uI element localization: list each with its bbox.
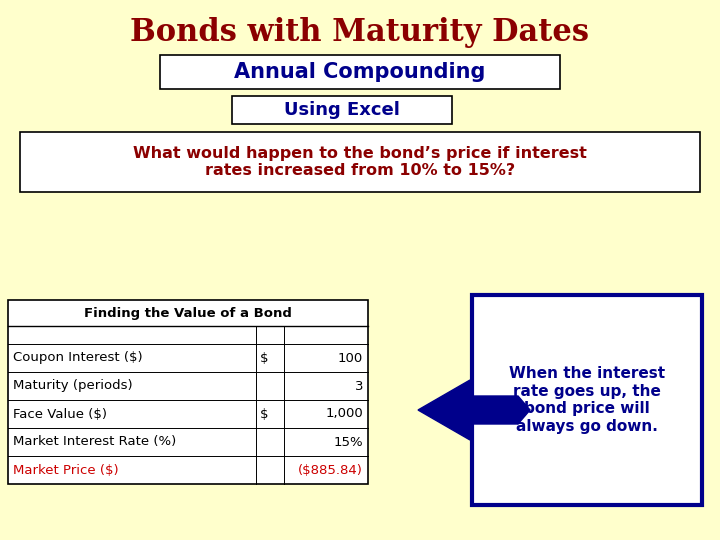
Text: $: $ bbox=[260, 352, 269, 365]
Text: Market Price ($): Market Price ($) bbox=[13, 463, 119, 476]
Text: 100: 100 bbox=[338, 352, 363, 365]
Text: $: $ bbox=[260, 408, 269, 421]
Text: What would happen to the bond’s price if interest
rates increased from 10% to 15: What would happen to the bond’s price if… bbox=[133, 146, 587, 178]
FancyBboxPatch shape bbox=[232, 96, 452, 124]
Text: 1,000: 1,000 bbox=[325, 408, 363, 421]
Text: Bonds with Maturity Dates: Bonds with Maturity Dates bbox=[130, 17, 590, 48]
Text: Market Interest Rate (%): Market Interest Rate (%) bbox=[13, 435, 176, 449]
Text: When the interest
rate goes up, the
bond price will
always go down.: When the interest rate goes up, the bond… bbox=[509, 367, 665, 434]
Bar bbox=[8, 300, 368, 484]
Text: Annual Compounding: Annual Compounding bbox=[234, 62, 486, 82]
Text: Maturity (periods): Maturity (periods) bbox=[13, 380, 132, 393]
Text: Face Value ($): Face Value ($) bbox=[13, 408, 107, 421]
FancyBboxPatch shape bbox=[20, 132, 700, 192]
Text: Using Excel: Using Excel bbox=[284, 101, 400, 119]
Text: 15%: 15% bbox=[333, 435, 363, 449]
Polygon shape bbox=[418, 380, 530, 440]
Text: 3: 3 bbox=[354, 380, 363, 393]
Text: ($885.84): ($885.84) bbox=[298, 463, 363, 476]
Text: Finding the Value of a Bond: Finding the Value of a Bond bbox=[84, 307, 292, 320]
FancyBboxPatch shape bbox=[472, 295, 702, 505]
Text: Coupon Interest ($): Coupon Interest ($) bbox=[13, 352, 143, 365]
FancyBboxPatch shape bbox=[160, 55, 560, 89]
